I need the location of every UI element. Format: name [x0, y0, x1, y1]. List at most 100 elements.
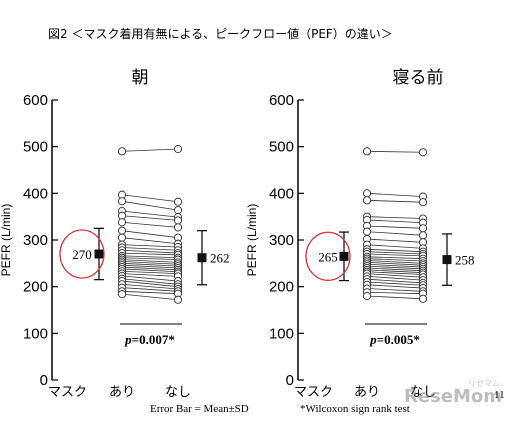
pair-line [366, 263, 424, 268]
pair-line [366, 225, 424, 229]
y-tick-label: 600 [23, 92, 48, 109]
paired-series [362, 147, 428, 303]
pair-line [121, 264, 179, 269]
chart-panel-1: 朝 0 100 200 300 400 500 600 PEFR (L/min) マスク あり なし 2… [0, 68, 230, 400]
data-point-ari [117, 226, 127, 235]
pair-line [121, 275, 179, 282]
pair-line [366, 192, 424, 197]
p-value-text: p=0.007* [124, 332, 175, 347]
mean-marker [197, 253, 207, 263]
pair-line [366, 265, 424, 270]
pair-line [121, 266, 179, 271]
footnote-test: *Wilcoxon sign rank test [300, 403, 410, 415]
pair-line [121, 230, 179, 239]
y-axis-label: PEFR (L/min) [0, 204, 13, 277]
data-point-nashi [418, 224, 428, 233]
pair-line [366, 295, 424, 300]
pair-line [366, 267, 424, 272]
pair-line [366, 291, 424, 295]
pair-line [121, 221, 179, 228]
pair-line [121, 210, 179, 218]
pair-line [121, 278, 179, 285]
pair-line [121, 148, 179, 152]
pair-line [366, 256, 424, 260]
paired-series [117, 144, 183, 304]
p-value-label: =0.005* [377, 332, 420, 347]
pair-line [366, 271, 424, 275]
pair-line [366, 273, 424, 278]
data-point-nashi [173, 223, 183, 232]
mean-label-nashi: 262 [210, 251, 230, 266]
error-bar-ari [94, 227, 104, 281]
y-tick-label: 100 [269, 325, 294, 342]
data-point-ari [117, 197, 127, 206]
data-point-nashi [418, 294, 428, 303]
data-point-ari [117, 233, 127, 242]
panel-title: 朝 [132, 68, 149, 88]
p-value-label: =0.007* [132, 332, 175, 347]
pair-line [121, 244, 179, 248]
pair-line [366, 216, 424, 219]
x-category-label: あり [109, 385, 135, 400]
mean-label-ari: 265 [318, 249, 338, 264]
data-point-nashi [173, 216, 183, 225]
data-point-ari [362, 147, 372, 156]
data-point-nashi [173, 295, 183, 304]
data-point-ari [117, 290, 127, 299]
data-point-nashi [418, 148, 428, 157]
pair-line [366, 244, 424, 249]
data-point-ari [362, 227, 372, 236]
pair-line [121, 215, 179, 221]
mean-label-nashi: 258 [455, 253, 475, 268]
pair-line [121, 252, 179, 256]
figure-title: 図2 ＜マスク着用有無による、ピークフロー値（PEF）の違い＞ [48, 26, 393, 41]
watermark-small-text: リセマム [468, 379, 500, 388]
pair-line [121, 293, 179, 301]
pair-line [366, 238, 424, 243]
pair-line [121, 273, 179, 277]
panel-title: 寝る前 [393, 67, 444, 88]
pair-line [121, 237, 179, 245]
pair-line [366, 150, 424, 153]
y-tick-label: 100 [23, 325, 48, 342]
y-tick-label: 500 [269, 139, 294, 156]
watermark-logo: ReseMom リセマム [404, 379, 502, 407]
pair-line [121, 283, 179, 290]
pair-line [366, 258, 424, 262]
pair-line [121, 261, 179, 265]
data-point-nashi [173, 206, 183, 215]
pair-line [121, 280, 179, 288]
data-point-ari [362, 291, 372, 301]
pair-line [366, 269, 424, 274]
data-point-nashi [173, 144, 183, 154]
y-axis-label: PEFR (L/min) [245, 204, 259, 277]
pair-line [121, 255, 179, 259]
pair-line [121, 270, 179, 274]
pair-line [366, 284, 424, 289]
x-category-label: なし [165, 385, 191, 400]
panels: 朝 0 100 200 300 400 500 600 PEFR (L/min) マスク あり なし 2… [0, 67, 475, 400]
p-value-text: p=0.005* [369, 332, 420, 347]
highlight-circle [305, 231, 351, 281]
y-tick-label: 600 [269, 92, 294, 109]
pair-line [121, 257, 179, 260]
pair-line [121, 290, 179, 295]
y-tick-label: 400 [269, 185, 294, 202]
pair-line [366, 260, 424, 264]
mean-label-ari: 270 [72, 247, 92, 262]
y-tick-label: 300 [23, 232, 48, 249]
pair-line [121, 268, 179, 273]
y-tick-label: 200 [269, 279, 294, 296]
highlight-circle [59, 229, 105, 279]
pair-line [366, 251, 424, 255]
watermark-text: ReseMom [404, 386, 502, 407]
pair-line [121, 259, 179, 263]
pair-line [121, 262, 179, 267]
pair-line [121, 287, 179, 292]
y-tick-label: 400 [23, 185, 48, 202]
pair-line [121, 247, 179, 251]
chart-panel-2: 寝る前 0 100 200 300 400 500 600 PEFR (L/min) マスク あり な… [245, 67, 475, 400]
data-point-ari [362, 196, 372, 205]
mean-marker [94, 249, 104, 259]
